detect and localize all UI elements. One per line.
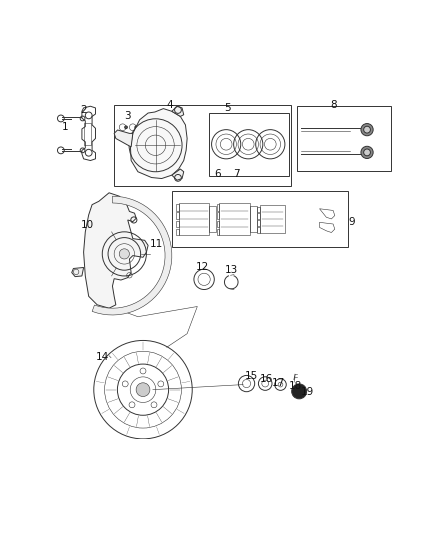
Text: 3: 3 <box>124 111 131 122</box>
Circle shape <box>364 126 371 133</box>
Polygon shape <box>131 109 187 179</box>
Circle shape <box>135 126 138 128</box>
Circle shape <box>361 146 373 158</box>
Circle shape <box>119 249 130 259</box>
Text: 14: 14 <box>95 352 109 362</box>
Polygon shape <box>72 268 84 277</box>
Polygon shape <box>84 193 148 308</box>
Text: 11: 11 <box>150 239 163 249</box>
Text: 17: 17 <box>272 378 286 388</box>
Circle shape <box>292 384 307 399</box>
Text: 10: 10 <box>81 220 94 230</box>
Text: 12: 12 <box>196 262 209 272</box>
Polygon shape <box>172 106 184 116</box>
Text: 5: 5 <box>225 103 231 113</box>
Text: 16: 16 <box>260 375 274 384</box>
Text: 4: 4 <box>167 100 173 110</box>
Text: 18: 18 <box>289 381 302 391</box>
Text: 7: 7 <box>233 169 240 179</box>
Text: 8: 8 <box>330 100 336 110</box>
Text: 13: 13 <box>225 265 238 275</box>
Circle shape <box>361 124 373 136</box>
Circle shape <box>364 149 371 156</box>
Circle shape <box>136 383 150 397</box>
Text: 1: 1 <box>62 122 68 132</box>
Polygon shape <box>114 130 133 147</box>
Circle shape <box>125 126 127 128</box>
Text: 15: 15 <box>245 371 258 381</box>
Text: 9: 9 <box>349 216 355 227</box>
Polygon shape <box>172 169 184 180</box>
Polygon shape <box>92 196 172 315</box>
Text: 19: 19 <box>301 387 314 397</box>
Text: 6: 6 <box>214 169 221 179</box>
Text: 2: 2 <box>80 104 87 115</box>
